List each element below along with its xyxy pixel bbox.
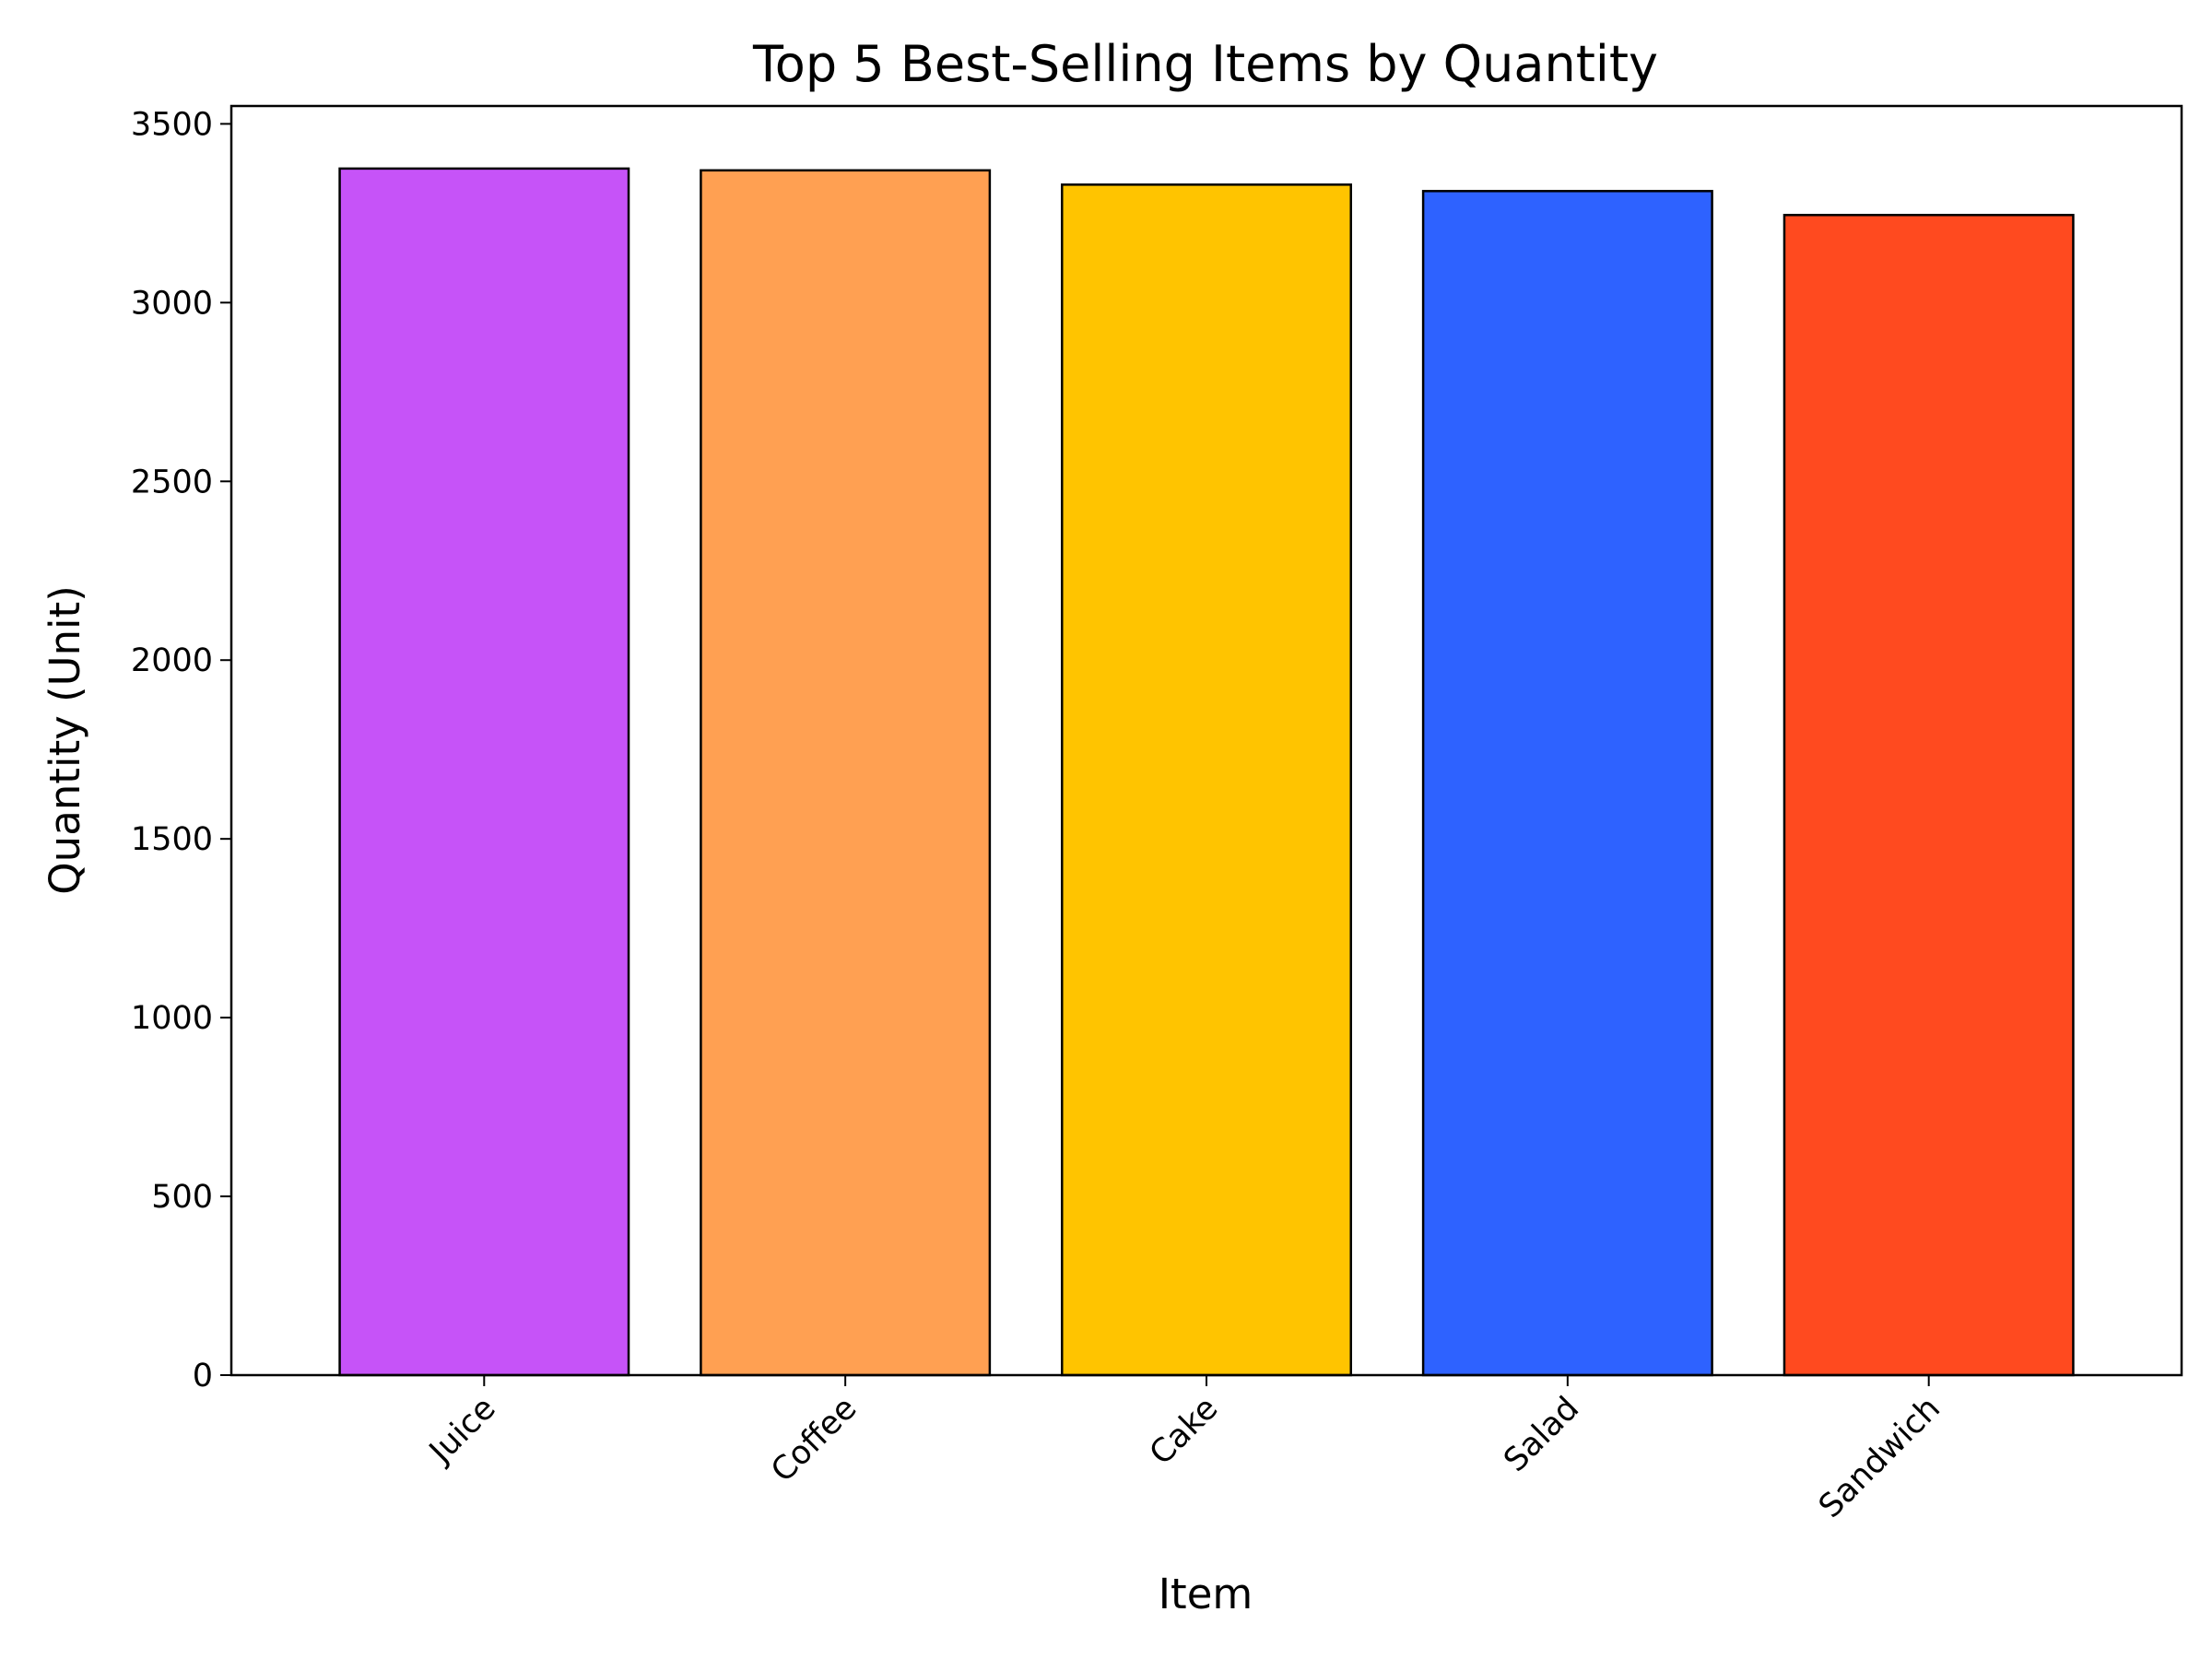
x-tick-label-juice: Juice — [421, 1390, 502, 1471]
bar-coffee — [700, 169, 992, 1377]
y-tick-label: 2500 — [131, 464, 213, 500]
y-tick-label: 3500 — [131, 106, 213, 143]
x-tick-label-coffee: Coffee — [764, 1390, 864, 1489]
y-tick-label: 3000 — [131, 285, 213, 322]
bars-group — [338, 167, 2075, 1377]
y-tick-label: 2000 — [131, 642, 213, 679]
bar-cake — [1061, 183, 1352, 1377]
x-axis: Juice Coffee Cake Salad Sandwich — [421, 1375, 1947, 1525]
y-tick-label: 1500 — [131, 821, 213, 858]
x-tick-label-salad: Salad — [1497, 1390, 1586, 1479]
chart-title: Top 5 Best-Selling Items by Quantity — [752, 35, 1658, 93]
x-tick-label-sandwich: Sandwich — [1812, 1390, 1947, 1525]
x-tick-label-cake: Cake — [1143, 1390, 1225, 1472]
y-tick-label: 1000 — [131, 1000, 213, 1037]
y-axis: 0 500 1000 1500 2000 2500 3000 3500 — [131, 106, 231, 1394]
x-axis-label: Item — [1159, 1570, 1253, 1618]
bar-salad — [1421, 190, 1713, 1377]
y-tick-label: 500 — [151, 1179, 213, 1216]
y-axis-label: Quantity (Unit) — [41, 585, 89, 894]
y-tick-label: 0 — [193, 1358, 213, 1394]
bar-sandwich — [1783, 214, 2075, 1377]
bar-juice — [338, 167, 630, 1377]
